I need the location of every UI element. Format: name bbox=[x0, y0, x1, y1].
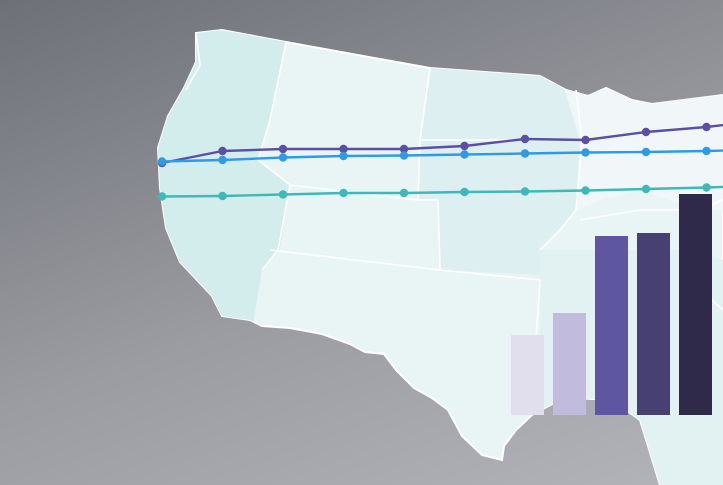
series-1-point-10 bbox=[702, 122, 711, 132]
series-1-point-8 bbox=[581, 135, 590, 145]
series-2-point-1 bbox=[157, 157, 167, 166]
series-2-point-10 bbox=[702, 146, 711, 156]
series-1-point-5 bbox=[399, 144, 409, 154]
series-3-point-2 bbox=[218, 191, 227, 201]
map-region-north-central bbox=[418, 66, 580, 275]
bar-3 bbox=[595, 236, 628, 415]
series-3-point-7 bbox=[520, 187, 530, 196]
series-3-point-6 bbox=[460, 187, 469, 197]
map-region-midwest bbox=[560, 74, 723, 210]
series-2-point-9 bbox=[641, 147, 651, 157]
series-3-point-3 bbox=[278, 190, 288, 199]
series-1-point-9 bbox=[641, 127, 651, 137]
bar-chart bbox=[511, 194, 712, 415]
bar-2 bbox=[553, 313, 586, 415]
series-3-point-1 bbox=[157, 192, 167, 201]
series-2-point-6 bbox=[460, 150, 469, 159]
series-1-point-3 bbox=[278, 144, 288, 154]
series-3-point-4 bbox=[339, 188, 348, 198]
series-1-point-7 bbox=[520, 134, 530, 144]
line-chart bbox=[157, 122, 723, 201]
bar-5 bbox=[679, 194, 712, 415]
series-3-point-5 bbox=[399, 188, 409, 198]
series-2-point-8 bbox=[581, 148, 590, 157]
series-3-point-9 bbox=[641, 184, 651, 194]
series-1-point-4 bbox=[339, 144, 348, 154]
series-3-point-10 bbox=[702, 183, 711, 192]
series-2-point-4 bbox=[339, 151, 348, 161]
series-2-point-7 bbox=[520, 149, 530, 158]
series-1-point-2 bbox=[218, 146, 227, 156]
series-2-point-5 bbox=[399, 151, 409, 160]
series-1-point-6 bbox=[460, 141, 469, 151]
bar-4 bbox=[637, 233, 670, 415]
bar-1 bbox=[511, 335, 544, 415]
map-region-pacific bbox=[158, 30, 290, 330]
series-2-point-3 bbox=[278, 153, 288, 162]
series-2-point-2 bbox=[218, 155, 227, 165]
series-3-point-8 bbox=[581, 186, 590, 195]
